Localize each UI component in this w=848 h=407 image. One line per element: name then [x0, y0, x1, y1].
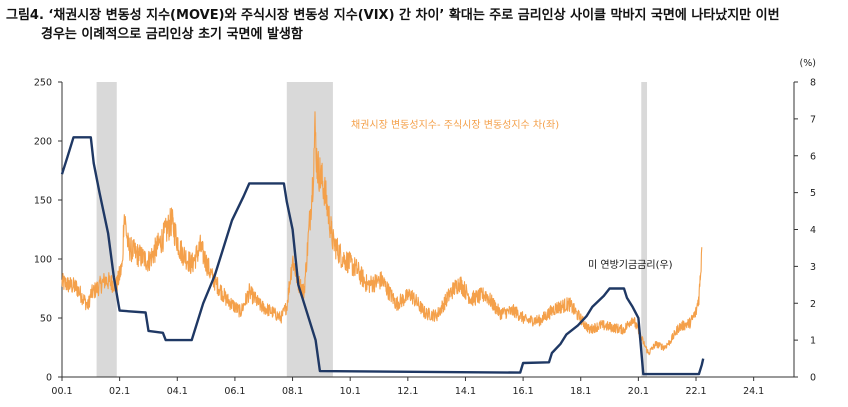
- label-fed-funds-rate: 미 연방기금금리(우): [588, 259, 673, 271]
- x-tick-label: 04.1: [167, 386, 188, 397]
- x-tick-label: 00.1: [51, 386, 72, 397]
- y-right-tick-label: 2: [810, 299, 816, 310]
- chart-title: 그림4. ‘채권시장 변동성 지수(MOVE)와 주식시장 변동성 지수(VIX…: [6, 6, 842, 44]
- x-tick-label: 14.1: [455, 386, 476, 397]
- y-right-tick-label: 1: [810, 336, 816, 347]
- chart-title-line-1: 그림4. ‘채권시장 변동성 지수(MOVE)와 주식시장 변동성 지수(VIX…: [6, 8, 780, 23]
- y-left-tick-label: 150: [34, 196, 52, 207]
- y-right-tick-label: 0: [810, 373, 816, 384]
- x-tick-label: 10.1: [340, 386, 361, 397]
- y-left-tick-label: 50: [40, 314, 52, 325]
- x-tick-label: 12.1: [397, 386, 418, 397]
- y-left-tick-label: 250: [34, 78, 52, 89]
- x-tick-label: 02.1: [109, 386, 130, 397]
- series-line-fed-funds-rate: [60, 136, 705, 376]
- series-labels: 채권시장 변동성지수- 주식시장 변동성지수 차(좌) 미 연방기금금리(우): [351, 119, 673, 271]
- series-fed-funds-rate: [60, 136, 705, 376]
- y-right-tick-label: 7: [810, 114, 816, 125]
- y-left-tick-label: 200: [34, 137, 52, 148]
- x-tick-label: 24.1: [743, 386, 764, 397]
- shaded-period-2: [641, 82, 648, 377]
- y-right-tick-label: 3: [810, 262, 816, 273]
- y-right-tick-label: 4: [810, 225, 816, 236]
- chart-axes: 0 50 100 150 200 250 0 1 2 3 4 5 6 7 8 (%) 00.1 02.1 04.1 0…: [34, 58, 816, 397]
- x-tick-label: 08.1: [282, 386, 303, 397]
- series-line-volatility-spread: [61, 111, 703, 356]
- x-tick-label: 20.1: [628, 386, 649, 397]
- y-left-tick-label: 0: [46, 373, 52, 384]
- label-volatility-spread: 채권시장 변동성지수- 주식시장 변동성지수 차(좌): [351, 119, 559, 131]
- x-tick-label: 22.1: [685, 386, 706, 397]
- x-tick-label: 16.1: [513, 386, 534, 397]
- series-volatility-spread: [61, 111, 703, 356]
- y-right-tick-label: 6: [810, 151, 816, 162]
- x-tick-label: 18.1: [570, 386, 591, 397]
- y-right-unit: (%): [800, 58, 816, 69]
- y-right-tick-label: 5: [810, 188, 816, 199]
- y-right-tick-label: 8: [810, 78, 816, 89]
- chart-title-line-2: 경우는 이례적으로 금리인상 초기 국면에 발생함: [41, 27, 303, 42]
- x-tick-label: 06.1: [224, 386, 245, 397]
- y-left-tick-label: 100: [34, 255, 52, 266]
